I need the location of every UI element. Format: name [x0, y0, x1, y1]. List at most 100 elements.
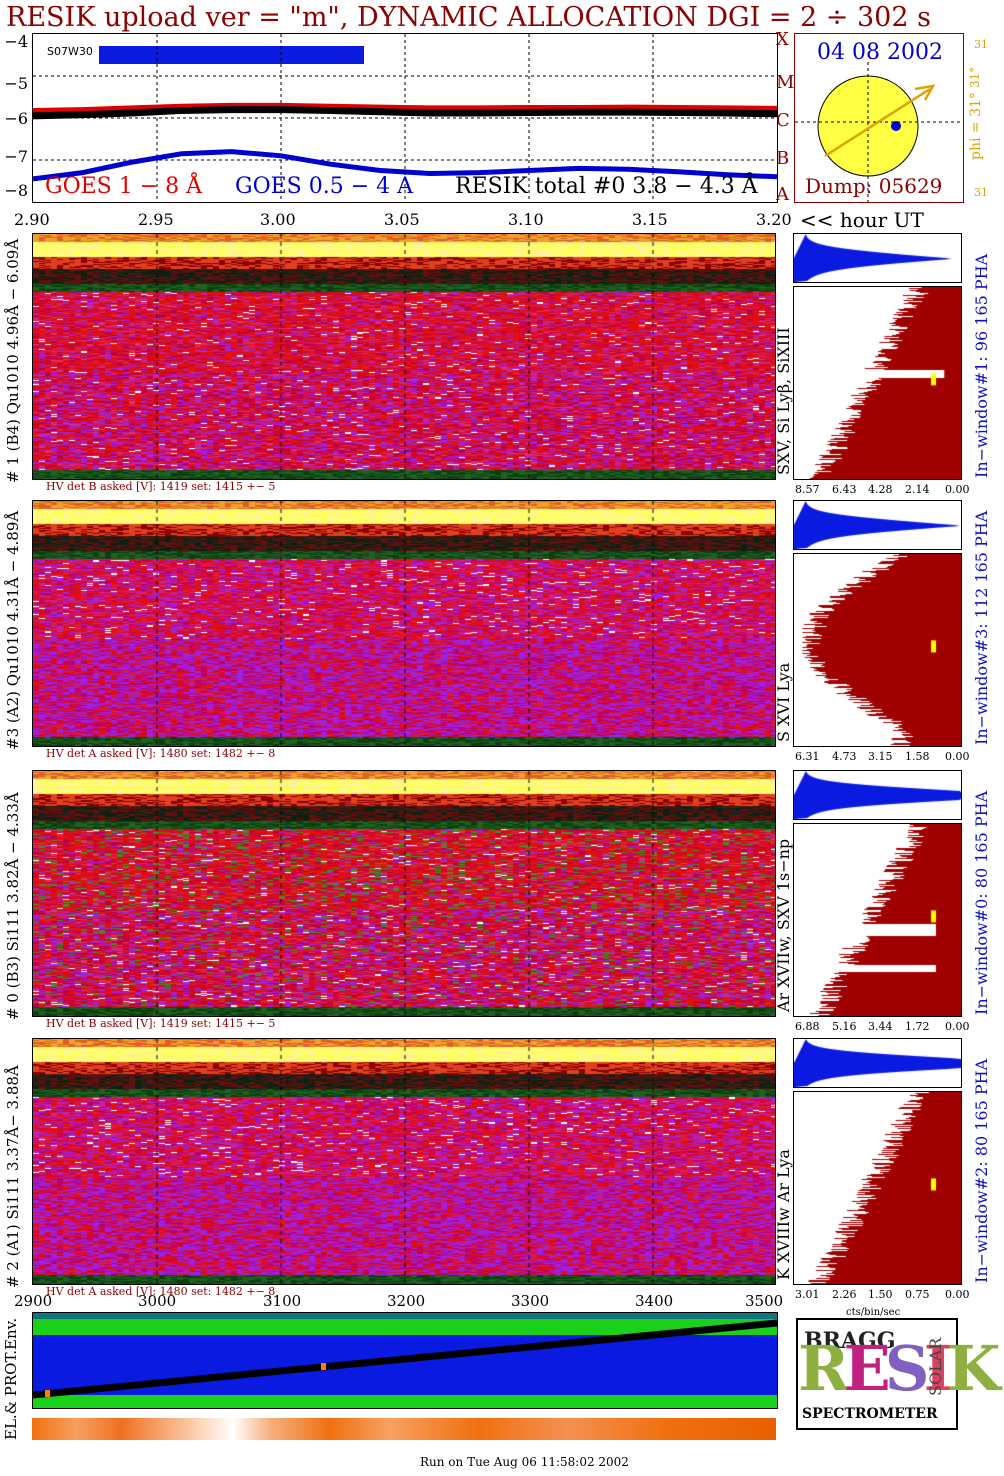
hist-tick: 0.00 — [945, 1288, 970, 1301]
env-label: EL.& PROT.Env. — [2, 1317, 20, 1440]
hist-unit: cts/bin/sec — [846, 1307, 901, 1318]
line-identification: K XVIIIw Ar Lya — [774, 1149, 793, 1280]
pha-histogram — [793, 1038, 962, 1088]
line-identification: S XVI Lya — [774, 662, 793, 742]
goes-xtick: 2.95 — [138, 210, 174, 229]
logo-solar: SOLAR — [926, 1337, 945, 1396]
goes-ytick: −4 — [4, 32, 28, 51]
goes-ytick: −8 — [4, 181, 28, 200]
class-letter: C — [776, 110, 790, 131]
spectrum-histogram — [793, 823, 962, 1017]
env-xtick: 3300 — [511, 1292, 550, 1310]
s07w30-bar — [99, 46, 364, 64]
goes-xtick: 2.90 — [14, 210, 50, 229]
spectrogram-panel — [32, 1038, 776, 1285]
class-letter: A — [776, 184, 789, 205]
goes-xtick: 3.20 — [756, 210, 792, 229]
goes-xtick: 3.00 — [260, 210, 296, 229]
resik-logo: BRAGG RESIK SOLAR SPECTROMETER — [796, 1318, 1000, 1430]
env-plot — [33, 1313, 777, 1408]
hist-tick: 4.28 — [868, 483, 893, 496]
hist-tick: 0.00 — [945, 483, 970, 496]
goes-xtick: 3.15 — [632, 210, 668, 229]
legend-goes-short: GOES 0.5 − 4 A — [235, 174, 414, 199]
detector-label: # 2 (A1) Si111 3.37Å− 3.88Å — [4, 1065, 22, 1288]
goes-ytick: −6 — [4, 109, 28, 128]
hist-tick: 0.00 — [945, 1020, 970, 1033]
x-unit-label: << hour UT — [800, 208, 924, 232]
spectrogram-image — [33, 771, 775, 1016]
logo-bragg: BRAGG — [804, 1328, 896, 1354]
spectrum-histogram — [793, 1091, 962, 1285]
sun-disk-plot — [795, 62, 963, 202]
in-window-label: In−window#3: 112 165 PHA — [972, 510, 991, 745]
legend-goes-long: GOES 1 − 8 Å — [45, 174, 203, 199]
spectrum-histogram-plot — [794, 824, 961, 1016]
class-letter: B — [776, 148, 790, 169]
class-letter: X — [776, 29, 789, 50]
sun-box: 04 08 2002 Dump: 05629 — [794, 33, 964, 203]
pha-histogram — [793, 233, 962, 283]
detector-label: # 0 (B3) Si111 3.82Å − 4.33Å — [4, 792, 22, 1020]
in-window-label: In−window#0: 80 165 PHA — [972, 790, 991, 1015]
detector-label: #3 (A2) Qu1010 4.31Å − 4.89Å — [4, 510, 22, 750]
phi-scale-top: 31 — [974, 38, 988, 51]
spectrum-histogram-plot — [794, 287, 961, 479]
hist-tick: 3.44 — [868, 1020, 893, 1033]
phi-scale-bot: 31 — [974, 186, 988, 199]
spectrum-histogram — [793, 553, 962, 747]
goes-xtick: 3.10 — [508, 210, 544, 229]
spectrogram-panel — [32, 500, 776, 747]
logo-resik: RESIK — [798, 1338, 1000, 1400]
hist-tick: 3.01 — [795, 1288, 820, 1301]
series-line — [33, 102, 777, 113]
goes-panel: S07W30 GOES 1 − 8 Å GOES 0.5 − 4 A RESIK… — [32, 33, 778, 203]
flare-position-dot — [891, 121, 901, 131]
pha-histogram — [793, 770, 962, 820]
footer-runtime: Run on Tue Aug 06 11:58:02 2002 — [420, 1455, 629, 1469]
hist-tick: 3.15 — [868, 750, 893, 763]
dump-label: Dump: 05629 — [805, 174, 943, 198]
legend-resik: RESIK total #0 3.8 − 4.3 Å — [455, 174, 758, 199]
hist-tick: 6.88 — [795, 1020, 820, 1033]
env-xtick: 3200 — [387, 1292, 426, 1310]
particle-strip — [32, 1418, 776, 1440]
hist-tick: 1.72 — [905, 1020, 930, 1033]
marker-label: S07W30 — [47, 45, 93, 58]
pha-histogram — [793, 500, 962, 550]
hist-tick: 5.16 — [832, 1020, 857, 1033]
pha-histogram-plot — [794, 1039, 961, 1087]
hist-tick: 0.00 — [945, 750, 970, 763]
env-xtick: 3400 — [635, 1292, 674, 1310]
phi-label: phi = 31° — [968, 92, 984, 160]
in-window-label: In−window#1: 96 165 PHA — [972, 253, 991, 478]
env-xtick: 3000 — [138, 1292, 177, 1310]
goes-ytick: −5 — [4, 74, 28, 93]
spectrogram-panel — [32, 770, 776, 1017]
spectrogram-image — [33, 501, 775, 746]
pha-histogram-plot — [794, 771, 961, 819]
line-identification: SXV, Si Lyβ, SiXIII — [774, 327, 793, 475]
hist-tick: 1.58 — [905, 750, 930, 763]
spectrum-histogram-plot — [794, 554, 961, 746]
env-panel — [32, 1312, 778, 1409]
hist-tick: 2.26 — [832, 1288, 857, 1301]
spectrum-histogram — [793, 286, 962, 480]
logo-letter-k: K — [946, 1332, 1001, 1405]
goes-xtick: 3.05 — [384, 210, 420, 229]
sun-date: 04 08 2002 — [817, 40, 943, 65]
hist-tick: 8.57 — [795, 483, 820, 496]
detector-label: # 1 (B4) Qu1010 4.96Å − 6.09Å — [4, 238, 22, 483]
phi-arrow — [824, 87, 931, 158]
series-line — [33, 149, 777, 182]
hv-status: HV det B asked [V]: 1419 set: 1415 +− 5 — [46, 1017, 276, 1030]
hv-status: HV det A asked [V]: 1480 set: 1482 +− 8 — [46, 1285, 276, 1298]
hist-tick: 2.14 — [905, 483, 930, 496]
env-trend-line — [33, 1319, 777, 1399]
in-window-label: In−window#2: 80 165 PHA — [972, 1058, 991, 1283]
line-identification: Ar XVIIw, SXV 1s−np — [774, 838, 793, 1012]
hist-tick: 0.75 — [905, 1288, 930, 1301]
goes-lightcurve-plot — [33, 34, 777, 202]
hv-status: HV det B asked [V]: 1419 set: 1415 +− 5 — [46, 480, 276, 493]
page-title: RESIK upload ver = "m", DYNAMIC ALLOCATI… — [6, 2, 931, 33]
